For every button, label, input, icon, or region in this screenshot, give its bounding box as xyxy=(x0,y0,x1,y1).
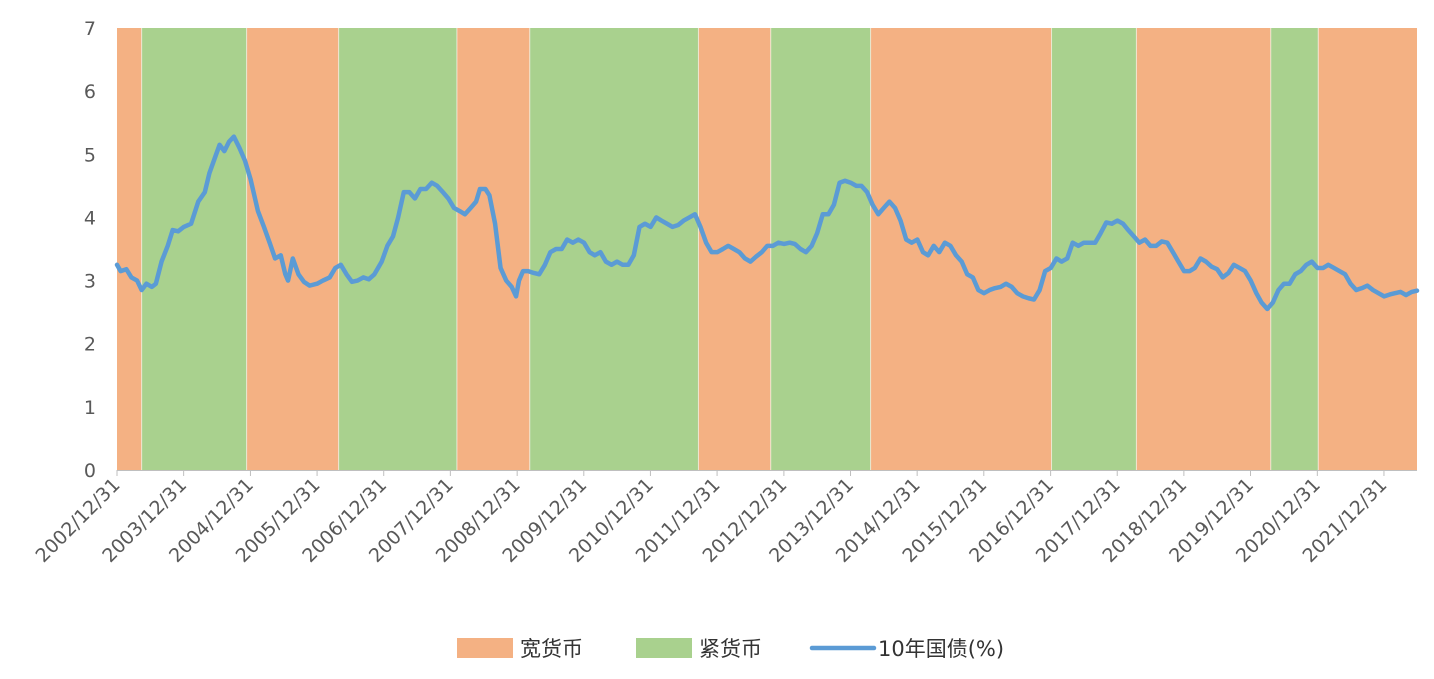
y-tick-label: 0 xyxy=(84,460,96,482)
legend-item-1: 宽货币 xyxy=(457,637,583,661)
regime-band-12 xyxy=(1270,28,1319,470)
series-line-1 xyxy=(114,134,1420,312)
y-axis-ticks: 0 1 2 3 4 5 6 7 xyxy=(84,18,96,482)
regime-band-9 xyxy=(870,28,1052,470)
y-tick-label: 5 xyxy=(84,144,96,166)
legend-label-2: 紧货币 xyxy=(699,637,762,661)
legend-label-3: 10年国债(%) xyxy=(878,637,1004,661)
regime-band-3 xyxy=(246,28,339,470)
regime-band-11 xyxy=(1136,28,1271,470)
regime-band-2 xyxy=(141,28,247,470)
y-tick-label: 1 xyxy=(84,397,96,419)
regime-band-8 xyxy=(770,28,871,470)
legend-item-3: 10年国债(%) xyxy=(809,637,1004,661)
regime-band-4 xyxy=(338,28,457,470)
legend-item-2: 紧货币 xyxy=(636,637,762,661)
regime-band-10 xyxy=(1051,28,1137,470)
regime-band-5 xyxy=(456,28,530,470)
y-tick-label: 6 xyxy=(84,81,96,103)
legend-label-1: 宽货币 xyxy=(520,637,583,661)
series-group xyxy=(114,134,1420,312)
y-tick-label: 3 xyxy=(84,271,96,293)
regime-bands xyxy=(117,28,1417,470)
legend-swatch-1 xyxy=(457,638,513,658)
regime-band-13 xyxy=(1318,28,1417,470)
legend-swatch-2 xyxy=(636,638,692,658)
y-tick-label: 7 xyxy=(84,18,96,40)
legend: 宽货币 紧货币 10年国债(%) xyxy=(457,637,1004,661)
x-axis-ticks: 2002/12/312003/12/312004/12/312005/12/31… xyxy=(32,470,1391,567)
y-tick-label: 2 xyxy=(84,334,96,356)
regime-band-1 xyxy=(117,28,142,470)
y-tick-label: 4 xyxy=(84,207,96,229)
